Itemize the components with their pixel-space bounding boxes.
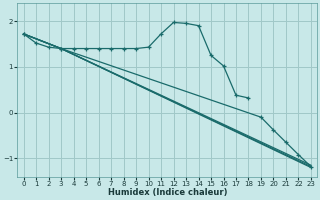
X-axis label: Humidex (Indice chaleur): Humidex (Indice chaleur) — [108, 188, 227, 197]
